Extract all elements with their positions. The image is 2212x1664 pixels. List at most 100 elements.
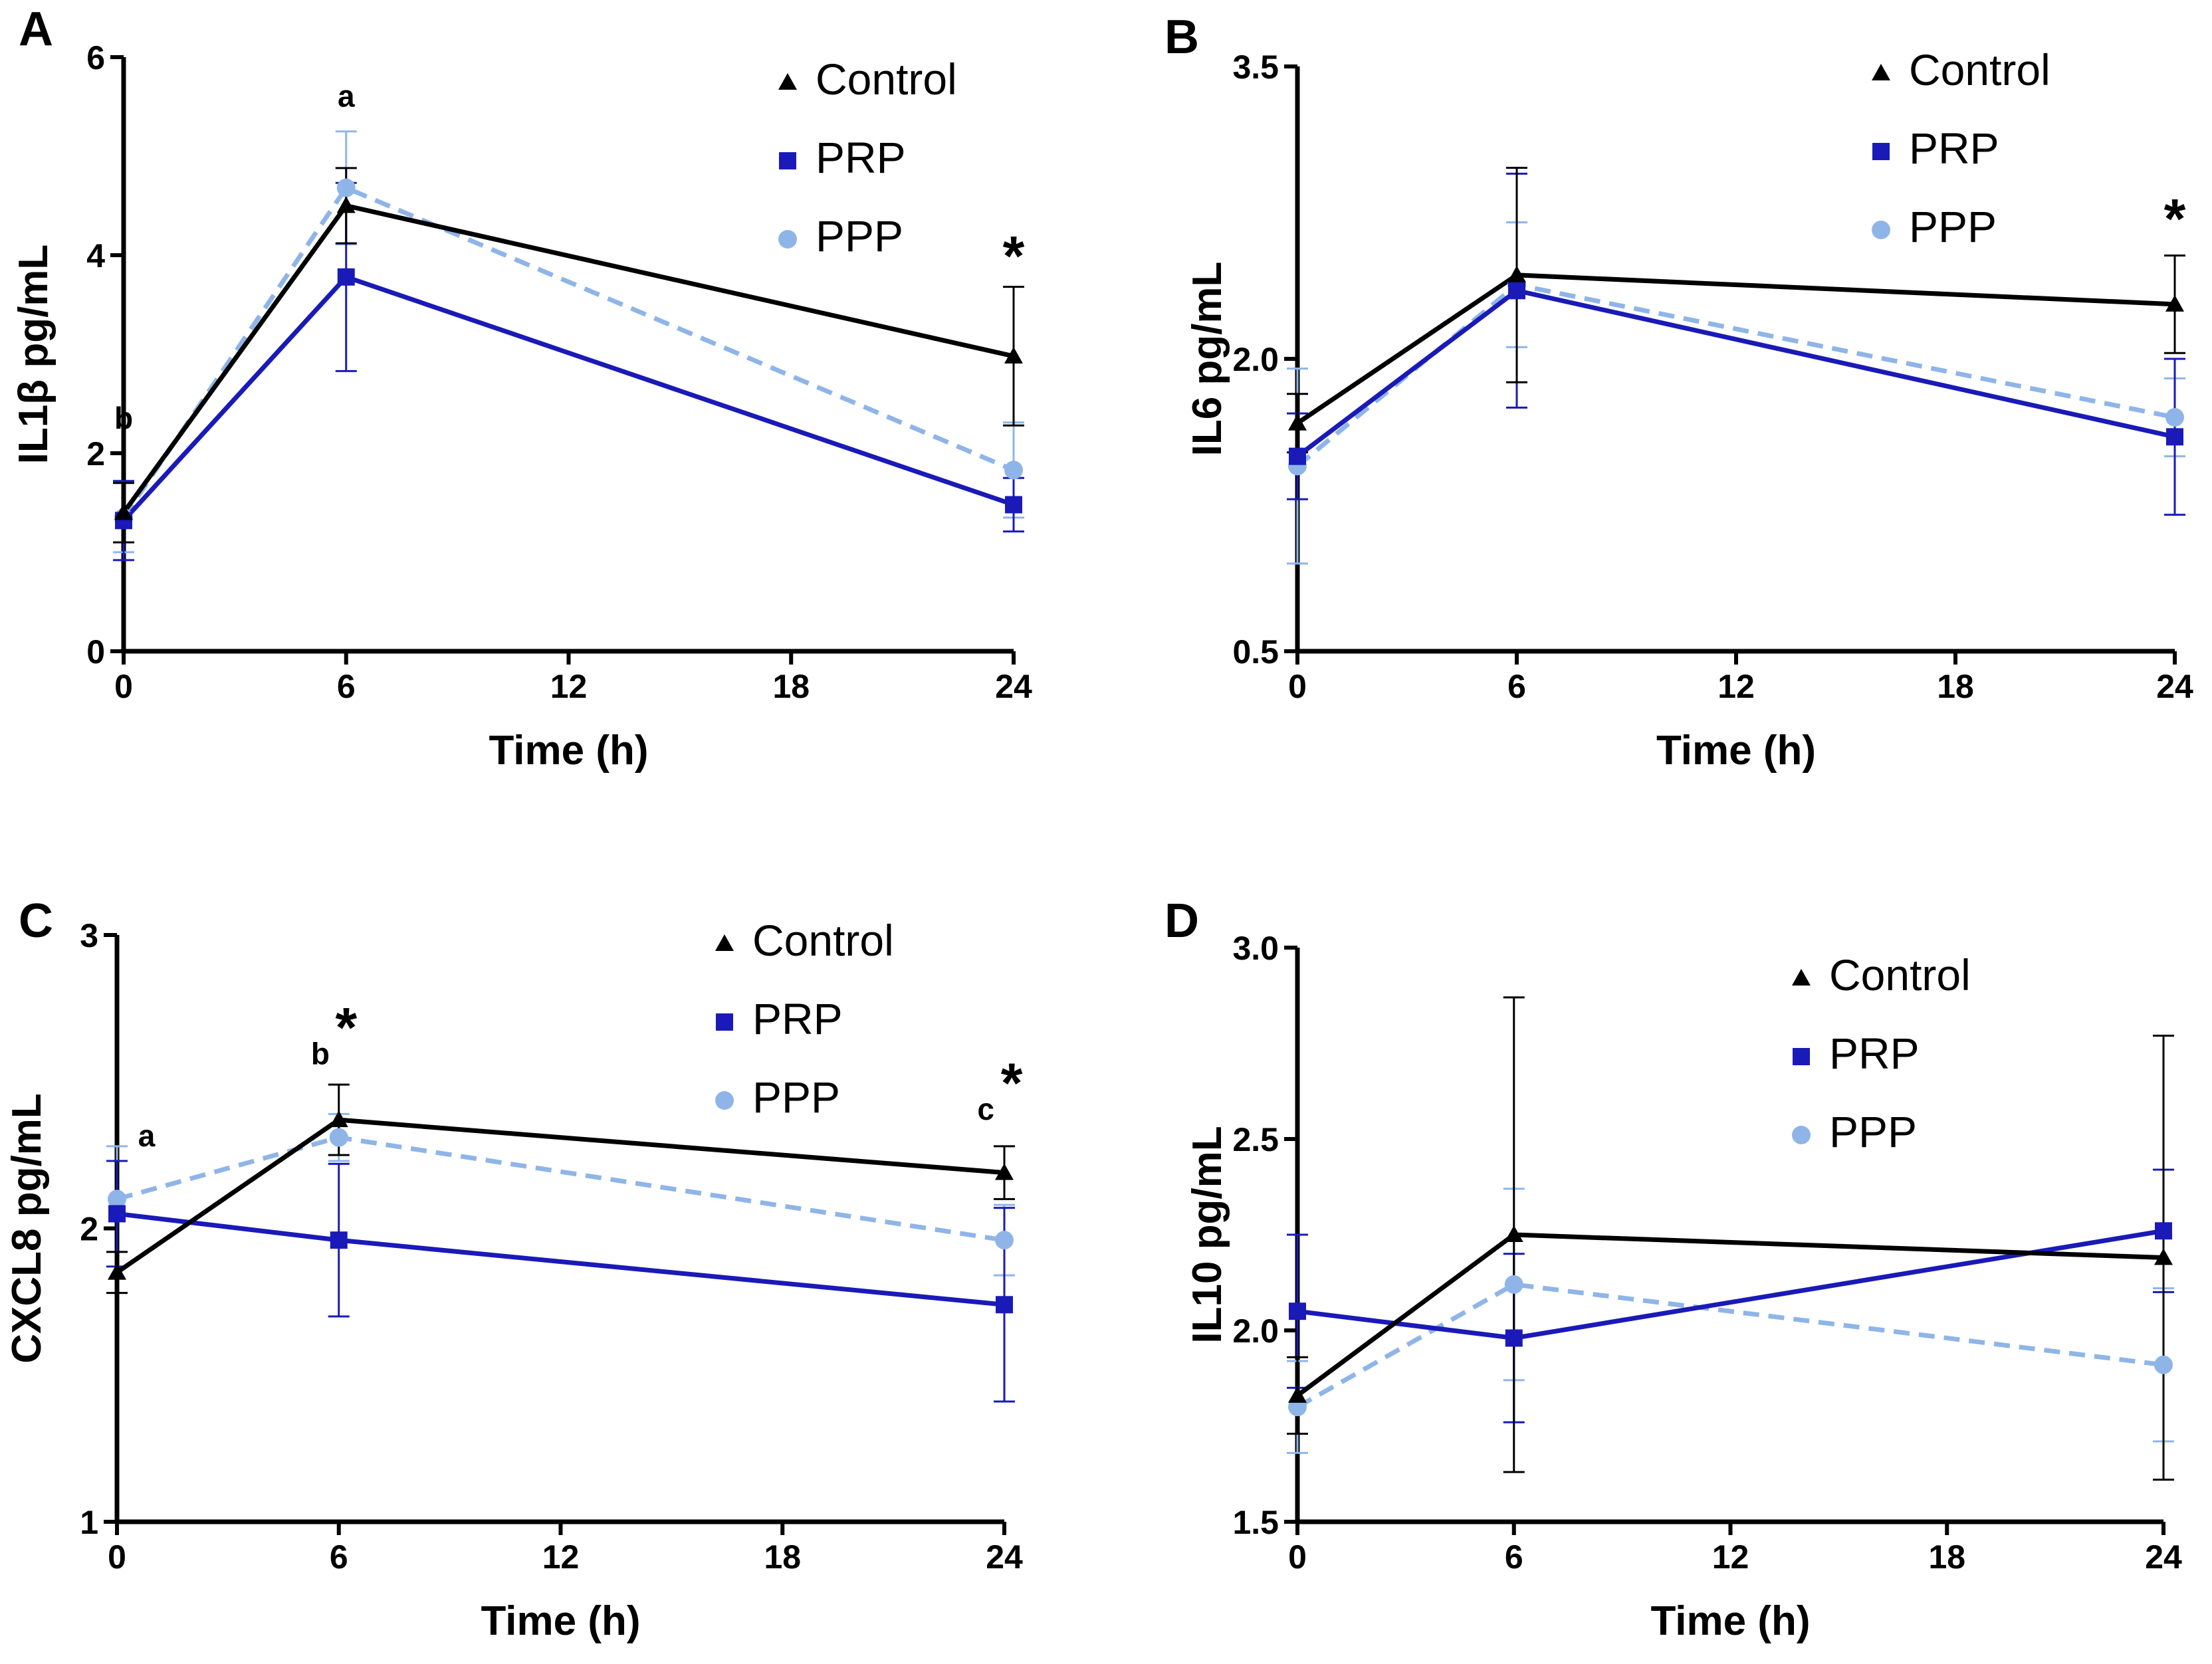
data-point-control (2154, 1248, 2173, 1265)
y-tick-label: 3.5 (1232, 49, 1279, 86)
legend-label: PPP (1909, 202, 1997, 251)
significance-letter: a (138, 1118, 156, 1153)
legend-label: PRP (1829, 1029, 1920, 1078)
x-tick-label: 18 (764, 1538, 801, 1576)
x-tick-label: 24 (2145, 1538, 2182, 1576)
y-tick-label: 3 (80, 917, 98, 954)
significance-star: * (1001, 1052, 1023, 1114)
legend-label: PRP (752, 994, 843, 1043)
legend: Control PRP PPP (1872, 45, 2050, 251)
data-point-control (1004, 346, 1023, 364)
series-line (116, 1135, 1005, 1243)
data-point-prp (108, 1205, 126, 1223)
series-ppp (1287, 1188, 2174, 1454)
series-ppp (1287, 221, 2185, 565)
legend-marker-control (778, 73, 797, 90)
series-line (1296, 1282, 2164, 1409)
y-tick-label: 0.5 (1232, 633, 1279, 671)
legend-label: PPP (1829, 1107, 1917, 1156)
legend-label: PRP (816, 133, 906, 182)
x-axis-title: Time (h) (481, 1598, 641, 1644)
legend-marker-ppp (778, 230, 797, 249)
y-tick-label: 2.0 (1232, 341, 1279, 378)
legend-label: Control (752, 916, 894, 965)
x-tick-label: 24 (986, 1538, 1023, 1576)
significance-letter: a (338, 79, 355, 114)
legend-marker-control (1872, 64, 1890, 80)
legend-label: Control (1909, 45, 2050, 94)
x-tick-label: 18 (1937, 668, 1974, 705)
y-tick-label: 4 (86, 237, 105, 274)
x-tick-label: 12 (1712, 1538, 1749, 1576)
legend-label: Control (1829, 950, 1971, 999)
data-point-control (108, 1263, 126, 1280)
data-point-ppp (1504, 1275, 1523, 1294)
y-axis-title: IL6 pg/mL (1184, 262, 1230, 457)
series-line (116, 1211, 1005, 1307)
y-tick-label: 1.5 (1232, 1504, 1279, 1541)
x-axis-title: Time (h) (489, 728, 649, 774)
panel-label: B (1164, 11, 1199, 64)
data-point-prp (330, 1231, 348, 1249)
y-tick-label: 2.5 (1232, 1121, 1279, 1158)
data-point-ppp (336, 178, 356, 197)
series-line (1295, 282, 2175, 468)
data-point-control (336, 196, 356, 213)
legend-marker-prp (716, 1013, 733, 1031)
y-axis-title: CXCL8 pg/mL (4, 1093, 50, 1363)
series-line (116, 1117, 1005, 1275)
x-axis-title: Time (h) (1651, 1598, 1811, 1644)
legend-label: PPP (816, 211, 903, 260)
series-control (1287, 996, 2174, 1481)
data-point-prp (2155, 1222, 2172, 1240)
legend-marker-ppp (1872, 221, 1890, 239)
legend-marker-prp (779, 152, 796, 169)
legend-label: PRP (1909, 124, 1999, 173)
y-tick-label: 6 (86, 39, 105, 76)
y-tick-label: 1 (80, 1504, 98, 1541)
data-point-prp (1289, 447, 1306, 465)
x-tick-label: 6 (1507, 668, 1526, 705)
legend-label: Control (816, 54, 957, 104)
x-tick-label: 24 (2156, 668, 2193, 705)
data-point-control (329, 1110, 348, 1128)
significance-star: * (336, 996, 358, 1059)
series-line (122, 274, 1015, 522)
y-tick-label: 2 (86, 435, 105, 472)
data-point-control (1504, 1225, 1523, 1242)
significance-star: * (2164, 187, 2186, 250)
panel-b: B 0.5 2.0 3.5 0 6 12 18 24 Time (h) IL6 pg/mL * Cont… (1164, 11, 2193, 774)
legend-marker-control (1792, 969, 1811, 986)
data-point-control (1288, 1386, 1307, 1403)
data-point-prp (1508, 282, 1525, 300)
legend-label: PPP (752, 1073, 840, 1122)
data-point-prp (1289, 1302, 1306, 1320)
data-point-ppp (1004, 461, 1023, 480)
x-tick-label: 12 (1717, 668, 1755, 705)
x-tick-label: 0 (1288, 668, 1307, 705)
data-point-prp (2166, 428, 2183, 446)
legend-marker-ppp (715, 1091, 734, 1110)
significance-letter: c (977, 1092, 994, 1126)
data-point-control (2165, 294, 2184, 312)
data-point-prp (996, 1296, 1013, 1314)
data-point-control (114, 503, 133, 520)
series-line (1297, 1228, 2164, 1341)
legend: Control PRP PPP (1792, 950, 1971, 1156)
legend-marker-prp (1872, 143, 1890, 160)
x-tick-label: 6 (337, 668, 356, 705)
significance-letter: b (114, 401, 133, 435)
data-point-control (995, 1163, 1014, 1180)
x-tick-label: 0 (108, 1538, 126, 1576)
legend-marker-control (715, 934, 734, 951)
y-axis-title: IL1β pg/mL (11, 245, 56, 465)
panel-label: A (19, 3, 53, 56)
series-line (1295, 1232, 2164, 1398)
significance-star: * (1003, 225, 1025, 287)
x-tick-label: 18 (772, 668, 810, 705)
x-tick-label: 12 (542, 1538, 580, 1576)
x-tick-label: 18 (1928, 1538, 1965, 1576)
